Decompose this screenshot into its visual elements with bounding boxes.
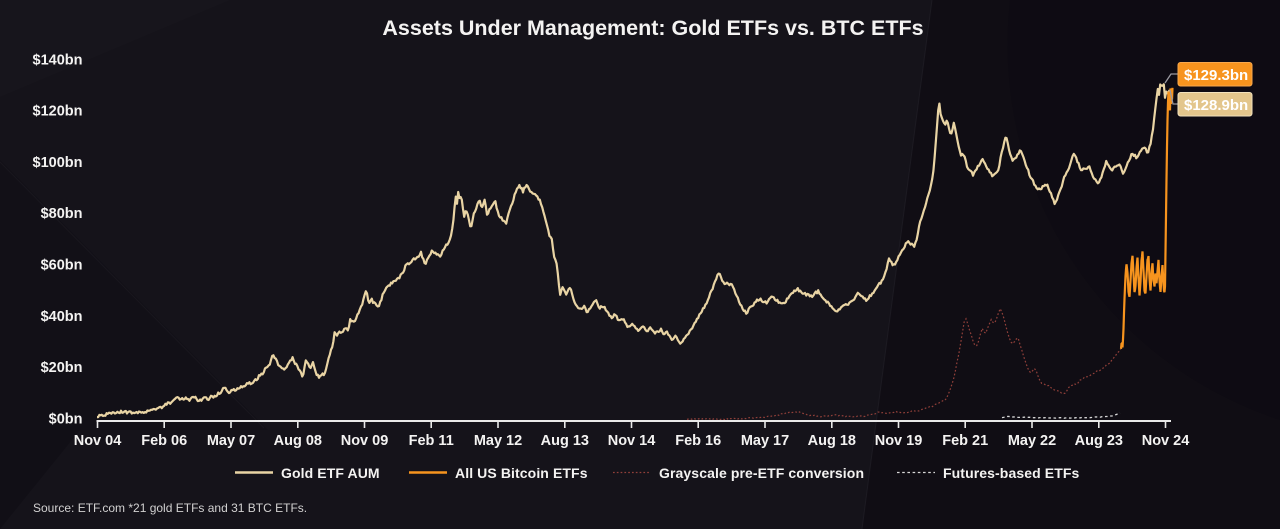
svg-text:Aug 08: Aug 08 [274,433,322,449]
svg-text:Gold ETF AUM: Gold ETF AUM [281,465,380,481]
svg-text:Aug 13: Aug 13 [541,433,589,449]
svg-text:May 22: May 22 [1008,433,1056,449]
svg-text:Futures-based ETFs: Futures-based ETFs [943,465,1079,481]
svg-text:Feb 21: Feb 21 [942,433,988,449]
svg-text:$60bn: $60bn [41,258,83,274]
svg-text:May 12: May 12 [474,433,522,449]
svg-text:$120bn: $120bn [33,104,83,120]
svg-text:Nov 24: Nov 24 [1142,433,1190,449]
svg-text:$100bn: $100bn [33,155,83,171]
svg-text:May 07: May 07 [207,433,255,449]
svg-text:$40bn: $40bn [41,309,83,325]
svg-text:Assets Under Management: Gold: Assets Under Management: Gold ETFs vs. B… [382,16,923,40]
svg-text:Nov 09: Nov 09 [341,433,389,449]
svg-text:$140bn: $140bn [33,52,83,68]
svg-text:$128.9bn: $128.9bn [1184,97,1248,114]
svg-text:All US Bitcoin ETFs: All US Bitcoin ETFs [455,465,588,481]
svg-text:May 17: May 17 [741,433,789,449]
svg-text:Source: ETF.com *21 gold ETFs: Source: ETF.com *21 gold ETFs and 31 BTC… [33,501,307,515]
svg-text:$80bn: $80bn [41,206,83,222]
svg-text:Feb 11: Feb 11 [409,433,454,449]
svg-text:Aug 18: Aug 18 [808,433,856,449]
svg-text:$129.3bn: $129.3bn [1184,67,1248,84]
svg-text:Nov 04: Nov 04 [74,433,122,449]
svg-text:$0bn: $0bn [49,411,83,427]
svg-text:$20bn: $20bn [41,360,83,376]
svg-text:Nov 19: Nov 19 [875,433,923,449]
svg-text:Aug 23: Aug 23 [1075,433,1123,449]
svg-text:Feb 06: Feb 06 [141,433,187,449]
svg-text:Nov 14: Nov 14 [608,433,656,449]
svg-text:Feb 16: Feb 16 [675,433,721,449]
svg-text:Grayscale pre-ETF conversion: Grayscale pre-ETF conversion [659,465,864,481]
